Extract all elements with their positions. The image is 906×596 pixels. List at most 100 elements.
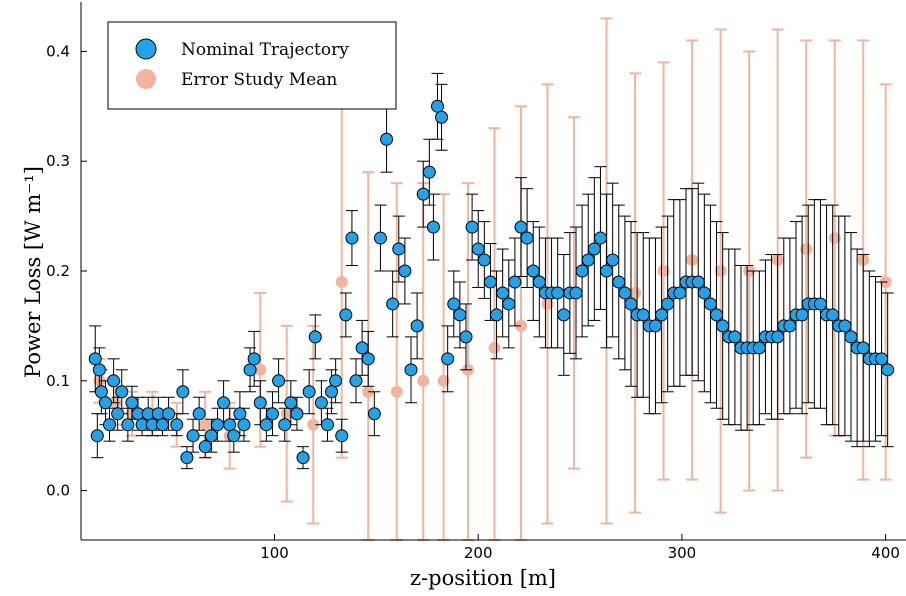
nominal-point	[111, 407, 125, 421]
x-tick-label: 400	[871, 544, 900, 562]
nominal-point	[453, 308, 467, 322]
nominal-point	[98, 396, 112, 410]
nominal-point	[155, 418, 169, 432]
nominal-point	[290, 407, 304, 421]
nominal-point	[520, 231, 534, 245]
nominal-point	[691, 275, 705, 289]
nominal-point	[88, 352, 102, 366]
error-study-point	[800, 243, 813, 256]
nominal-point	[335, 429, 349, 443]
y-tick-label: 0.2	[46, 262, 70, 280]
nominal-point	[618, 286, 632, 300]
nominal-point	[813, 297, 827, 311]
nominal-point	[308, 330, 322, 344]
nominal-point	[107, 374, 121, 388]
nominal-point	[355, 341, 369, 355]
error-study-point	[828, 232, 841, 245]
nominal-point	[569, 286, 583, 300]
error-study-point	[254, 363, 267, 376]
nominal-point	[398, 264, 412, 278]
nominal-point	[430, 99, 444, 113]
nominal-point	[710, 308, 724, 322]
nominal-point	[838, 319, 852, 333]
y-tick-label: 0.0	[46, 482, 70, 500]
nominal-point	[259, 418, 273, 432]
x-axis-title: z-position [m]	[410, 566, 556, 590]
nominal-point	[367, 407, 381, 421]
nominal-point	[121, 418, 135, 432]
error-study-point	[280, 407, 293, 420]
nominal-point	[447, 297, 461, 311]
nominal-point	[551, 286, 565, 300]
nominal-point	[296, 451, 310, 465]
nominal-point	[272, 374, 286, 388]
nominal-point	[345, 231, 359, 245]
nominal-point	[243, 363, 257, 377]
nominal-point	[483, 275, 497, 289]
nominal-point	[180, 451, 194, 465]
y-tick-label: 0.3	[46, 152, 70, 170]
nominal-point	[508, 275, 522, 289]
nominal-point	[325, 385, 339, 399]
nominal-point	[587, 242, 601, 256]
error-study-point	[390, 385, 403, 398]
error-study-point	[488, 341, 501, 354]
x-tick-label: 100	[260, 544, 289, 562]
nominal-point	[422, 165, 436, 179]
nominal-point	[404, 363, 418, 377]
nominal-point	[844, 330, 858, 344]
legend-label-error-study: Error Study Mean	[181, 70, 337, 90]
legend-marker-error-study	[136, 69, 156, 89]
nominal-point	[575, 264, 589, 278]
nominal-point	[253, 396, 267, 410]
error-study-point	[629, 286, 642, 299]
legend-marker-nominal	[135, 38, 157, 60]
nominal-point	[247, 352, 261, 366]
nominal-point	[386, 297, 400, 311]
nominal-point	[380, 132, 394, 146]
nominal-point	[441, 352, 455, 366]
nominal-point	[94, 385, 108, 399]
nominal-point	[217, 396, 231, 410]
nominal-point	[606, 253, 620, 267]
error-study-point	[417, 374, 430, 387]
nominal-point	[655, 308, 669, 322]
nominal-point	[875, 352, 889, 366]
nominal-point	[198, 440, 212, 454]
nominal-point	[728, 330, 742, 344]
nominal-point	[426, 220, 440, 234]
nominal-point	[410, 319, 424, 333]
nominal-point	[392, 242, 406, 256]
nominal-point	[170, 418, 184, 432]
error-study-point	[437, 374, 450, 387]
nominal-point	[115, 385, 129, 399]
nominal-point	[661, 297, 675, 311]
nominal-point	[210, 418, 224, 432]
legend: Nominal Trajectory Error Study Mean	[107, 21, 397, 110]
nominal-point	[186, 429, 200, 443]
nominal-point	[125, 396, 139, 410]
nominal-point	[373, 231, 387, 245]
nominal-point	[237, 418, 251, 432]
nominal-point	[302, 385, 316, 399]
nominal-point	[673, 286, 687, 300]
nominal-point	[490, 308, 504, 322]
nominal-point	[624, 297, 638, 311]
nominal-point	[826, 308, 840, 322]
nominal-point	[703, 297, 717, 311]
legend-label-nominal: Nominal Trajectory	[181, 40, 349, 60]
nominal-point	[496, 286, 510, 300]
nominal-point	[192, 407, 206, 421]
nominal-point	[471, 242, 485, 256]
nominal-point	[284, 396, 298, 410]
nominal-point	[526, 264, 540, 278]
nominal-point	[176, 385, 190, 399]
error-study-point	[515, 319, 527, 332]
nominal-point	[514, 220, 528, 234]
error-study-point	[199, 418, 212, 431]
error-study-point	[714, 265, 727, 277]
nominal-point	[697, 286, 711, 300]
nominal-point	[329, 374, 343, 388]
nominal-point	[612, 275, 626, 289]
nominal-point	[716, 319, 730, 333]
